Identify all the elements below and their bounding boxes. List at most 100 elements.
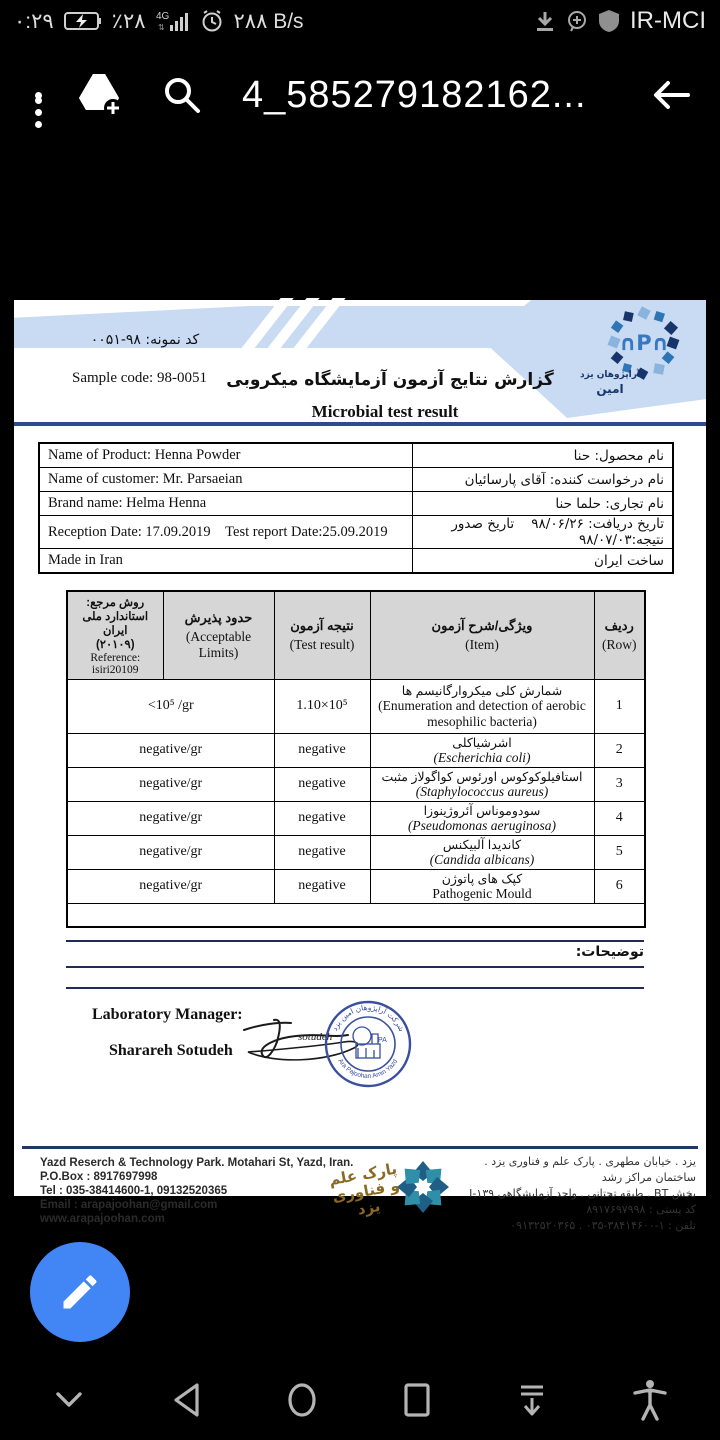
accessibility-person-icon xyxy=(633,1380,667,1421)
cell-row-number: 4 xyxy=(593,800,646,836)
info-cell-fa: تاریخ دریافت: ۹۸/۰۶/۲۶ تاریخ صدور نتیجه:… xyxy=(412,515,674,549)
svg-text:Ara Pajoohan Amin Yazd: Ara Pajoohan Amin Yazd xyxy=(336,1058,399,1080)
info-cell-en: Brand name: Helma Henna xyxy=(38,491,413,516)
sample-code-en: Sample code: 98-0051 xyxy=(72,370,207,386)
info-cell-fa: ساخت ایران xyxy=(412,548,674,574)
svg-text:sotudeh: sotudeh xyxy=(298,1031,333,1043)
footer-line-fa: تلفن : ۱-۳۸۴۱۴۶۰۰-۰۳۵ . ۰۹۱۳۲۵۲۰۳۶۵ xyxy=(510,1219,696,1232)
info-row: Brand name: Helma Henna نام تجاری: حلما ح… xyxy=(38,491,674,516)
double-line-down-icon xyxy=(521,1385,544,1416)
document-page[interactable]: ∩P∩ آراپژوهان یزد امین کد نمونه: ۹۸-۰۰۵۱… xyxy=(14,298,706,1232)
alarm-icon xyxy=(200,9,224,33)
col-header-reference: روش مرجع: استاندارد ملی ایران (۲۰۱۰۹) Re… xyxy=(66,590,164,680)
svg-text:4G: 4G xyxy=(156,11,170,22)
download-icon xyxy=(534,10,556,32)
cell-test-result: 1.10×10⁵ xyxy=(273,678,371,734)
lab-manager-name: Sharareh Sotudeh xyxy=(109,1042,233,1059)
cell-acceptable-limit: <10⁵ /gr xyxy=(66,678,275,734)
edit-fab-button[interactable] xyxy=(30,1242,130,1342)
result-row: negative/gr negative کاندیدا آلبیکنس (Candi… xyxy=(66,834,646,870)
pull-notification-button[interactable] xyxy=(517,1381,547,1419)
cell-item: شمارش کلی میکروارگانیسم ها (Enumeration a… xyxy=(369,678,595,734)
cell-item: استافیلوکوکوس اورئوس کواگولاز مثبت (Staph… xyxy=(369,766,595,802)
result-row: negative/gr negative اشرشیاکلی (Escherichia… xyxy=(66,732,646,768)
footer-line-fa: کد پستی : ۸۹۱۷۶۹۷۹۹۸ xyxy=(586,1203,696,1216)
nav-back-button[interactable] xyxy=(171,1382,201,1418)
cell-test-result: negative xyxy=(273,868,371,904)
add-to-drive-button[interactable] xyxy=(74,72,124,118)
cell-test-result: negative xyxy=(273,800,371,836)
carrier-label: IR-MCI xyxy=(630,7,706,34)
cell-acceptable-limit: negative/gr xyxy=(66,834,275,870)
info-table-body: Name of Product: Henna Powder نام محصول: … xyxy=(38,442,674,574)
vpn-shield-icon xyxy=(598,9,620,33)
info-cell-en: Reception Date: 17.09.2019 Test report D… xyxy=(38,515,413,549)
cell-row-number: 3 xyxy=(593,766,646,802)
results-table: روش مرجع: استاندارد ملی ایران (۲۰۱۰۹) Re… xyxy=(66,590,646,928)
cell-row-number: 6 xyxy=(593,868,646,904)
svg-text:∩P∩: ∩P∩ xyxy=(619,331,669,355)
data-rate: ٢٨٨ B/s xyxy=(233,9,304,33)
cell-acceptable-limit: negative/gr xyxy=(66,766,275,802)
cell-test-result: negative xyxy=(273,766,371,802)
notes-rule xyxy=(66,940,644,942)
back-triangle-icon xyxy=(174,1383,199,1417)
search-button[interactable] xyxy=(160,73,204,117)
clock-time: ٠:٢٩ xyxy=(14,9,54,33)
file-title: 4_585279182162... xyxy=(242,73,587,116)
empty-row xyxy=(66,902,646,928)
cell-row-number: 2 xyxy=(593,732,646,768)
nav-recents-button[interactable] xyxy=(402,1381,432,1419)
cell-test-result: negative xyxy=(273,732,371,768)
notes-rule xyxy=(66,987,644,989)
signal-4g-icon: 4G ⇅ xyxy=(156,9,190,33)
home-circle-icon xyxy=(287,1383,316,1417)
footer-line-fa: یزد . خیابان مطهری . پارک علم و فناوری ی… xyxy=(484,1155,696,1184)
col-header-row: ردیف (Row) xyxy=(593,590,646,680)
col-header-limits: حدود پذیرش (Acceptable Limits) xyxy=(162,590,275,680)
info-row: Name of customer: Mr. Parsaeian نام درخوا… xyxy=(38,467,674,492)
logo-text-line2: امین xyxy=(596,382,624,396)
cell-item: اشرشیاکلی (Escherichia coli) xyxy=(369,732,595,768)
svg-text:PA: PA xyxy=(378,1037,387,1044)
svg-text:⇅: ⇅ xyxy=(158,23,165,32)
accessibility-button[interactable] xyxy=(632,1379,668,1421)
science-park-logo xyxy=(394,1158,452,1221)
cell-item: کاندیدا آلبیکنس (Candida albicans) xyxy=(369,834,595,870)
col-header-item: ویژگی/شرح آزمون (Item) xyxy=(369,590,595,680)
lab-manager-role: Laboratory Manager: xyxy=(92,1006,243,1023)
result-row: negative/gr negative استافیلوکوکوس اورئوس … xyxy=(66,766,646,802)
sample-code-fa: کد نمونه: ۹۸-۰۰۵۱ xyxy=(90,332,200,348)
cell-acceptable-limit: negative/gr xyxy=(66,732,275,768)
navigation-bar xyxy=(0,1360,720,1440)
info-cell-fa: نام تجاری: حلما حنا xyxy=(412,491,674,516)
footer-line-en: P.O.Box : 8917697998 xyxy=(40,1171,158,1183)
info-cell-fa: نام محصول: حنا xyxy=(412,442,674,468)
cell-test-result: negative xyxy=(273,834,371,870)
footer-line-en: Tel : 035-38414600-1, 09132520365 xyxy=(40,1185,228,1197)
result-row: negative/gr negative سودوموناس آئروژینوزا(… xyxy=(66,800,646,836)
hide-navbar-button[interactable] xyxy=(52,1389,86,1411)
result-row: <10⁵ /gr 1.10×10⁵ شمارش کلی میکروارگانیسم … xyxy=(66,678,646,734)
info-cell-en: Made in Iran xyxy=(38,548,413,574)
cell-item: سودوموناس آئروژینوزا (Pseudomonas aerugin… xyxy=(369,800,595,836)
cell-row-number: 5 xyxy=(593,834,646,870)
notes-label: توضیحات: xyxy=(575,944,644,960)
result-row: negative/gr negative کپک های پاتوژن Pathoge… xyxy=(66,868,646,904)
pencil-icon xyxy=(63,1275,97,1309)
overflow-menu-button[interactable] xyxy=(28,87,48,128)
nav-home-button[interactable] xyxy=(286,1380,318,1420)
footer-line-en: www.arapajoohan.com xyxy=(40,1213,165,1225)
report-title-fa: گزارش نتایج آزمون آزمایشگاه میکروبی xyxy=(226,370,554,390)
info-cell-en: Name of customer: Mr. Parsaeian xyxy=(38,467,413,492)
footer-rule xyxy=(22,1146,698,1149)
chevron-down-icon xyxy=(56,1392,82,1407)
back-button[interactable] xyxy=(650,73,694,117)
back-arrow-icon xyxy=(654,81,690,109)
battery-percent: ٪٢٨ xyxy=(111,9,146,33)
report-title-en: Microbial test result xyxy=(311,402,459,421)
company-stamp: شرکت آراپژوهان امین یزد Ara Pajoohan Ami… xyxy=(322,998,414,1095)
info-row: Made in Iran ساخت ایران xyxy=(38,548,674,574)
app-toolbar: 4_585279182162... xyxy=(0,55,720,135)
battery-icon xyxy=(63,11,102,31)
